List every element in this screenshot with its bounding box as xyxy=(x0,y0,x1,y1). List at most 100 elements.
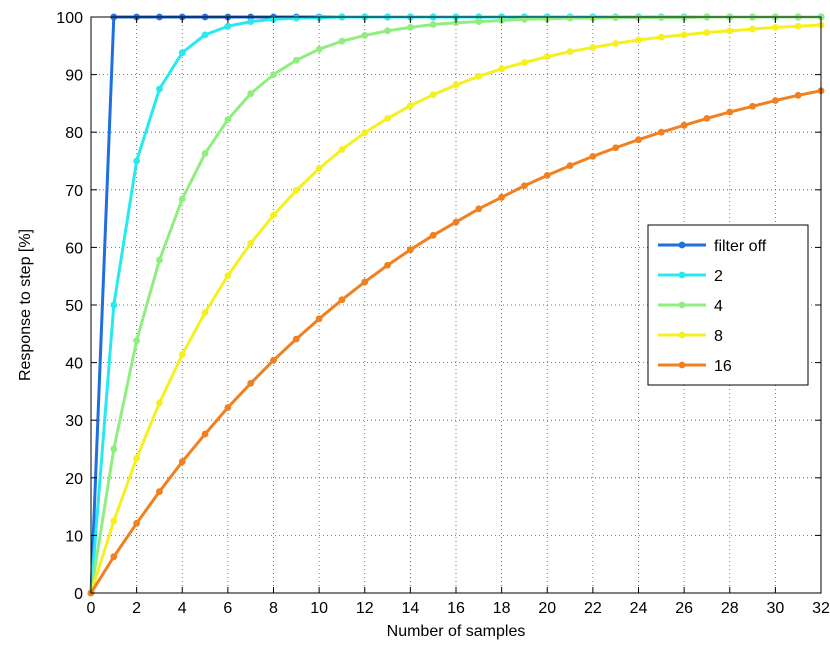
data-point xyxy=(156,488,163,496)
data-point xyxy=(452,81,460,89)
data-point xyxy=(110,445,118,453)
data-point xyxy=(635,36,642,44)
data-point xyxy=(247,239,255,247)
data-point xyxy=(794,22,802,30)
data-point xyxy=(201,309,209,316)
legend: filter off 2 4 8 16 xyxy=(647,224,809,386)
y-tick-label: 90 xyxy=(65,68,83,85)
legend-marker xyxy=(678,331,686,339)
data-point xyxy=(612,14,620,21)
data-point xyxy=(566,48,574,55)
data-point xyxy=(110,553,118,561)
data-point xyxy=(406,23,414,31)
data-point xyxy=(201,31,209,39)
x-tick-label: 26 xyxy=(675,600,693,617)
data-point xyxy=(429,231,437,239)
data-point xyxy=(680,121,688,129)
data-point xyxy=(794,91,802,99)
data-point xyxy=(338,146,346,153)
data-point xyxy=(384,27,391,35)
data-point xyxy=(475,18,483,26)
data-point xyxy=(247,379,255,387)
y-tick-label: 80 xyxy=(65,125,83,142)
data-point xyxy=(178,351,186,358)
x-tick-label: 4 xyxy=(178,600,187,617)
x-tick-label: 32 xyxy=(812,600,830,617)
data-point xyxy=(361,32,369,39)
data-point xyxy=(224,22,232,30)
data-point xyxy=(247,18,255,26)
data-point xyxy=(270,71,277,78)
legend-marker xyxy=(678,271,686,279)
data-point xyxy=(475,72,483,80)
x-tick-label: 22 xyxy=(584,600,602,617)
data-point xyxy=(338,296,346,304)
data-point xyxy=(315,165,323,172)
data-point xyxy=(406,246,414,254)
data-point xyxy=(270,211,277,219)
data-point xyxy=(771,23,779,31)
legend-label: filter off xyxy=(714,238,767,255)
data-point xyxy=(771,97,779,104)
data-point xyxy=(566,14,574,22)
y-tick-label: 20 xyxy=(65,471,83,488)
data-point xyxy=(657,14,665,21)
data-point xyxy=(133,157,141,165)
y-axis-label: Response to step [%] xyxy=(17,229,34,381)
data-point xyxy=(726,27,734,35)
x-tick-label: 8 xyxy=(269,600,278,617)
x-tick-label: 28 xyxy=(721,600,739,617)
data-point xyxy=(156,85,163,93)
data-point xyxy=(429,91,437,99)
data-point xyxy=(156,399,163,407)
data-point xyxy=(224,116,232,123)
legend-label: 16 xyxy=(714,358,732,375)
legend-label: 4 xyxy=(714,298,723,315)
data-point xyxy=(156,256,163,264)
legend-marker xyxy=(678,241,686,249)
data-point xyxy=(703,114,711,122)
data-point xyxy=(543,53,551,61)
data-point xyxy=(110,517,118,525)
data-point xyxy=(133,519,141,527)
data-point xyxy=(133,454,141,462)
legend-label: 8 xyxy=(714,328,723,345)
data-point xyxy=(292,335,300,343)
x-tick-label: 2 xyxy=(132,600,141,617)
x-tick-label: 10 xyxy=(310,600,328,617)
legend-label: 2 xyxy=(714,268,723,285)
data-point xyxy=(201,150,209,157)
data-point xyxy=(612,40,620,47)
data-point xyxy=(749,25,756,33)
data-point xyxy=(475,205,483,213)
x-tick-label: 20 xyxy=(538,600,556,617)
y-tick-label: 50 xyxy=(65,298,83,315)
data-point xyxy=(292,186,300,194)
data-point xyxy=(612,144,620,152)
data-point xyxy=(498,65,506,73)
data-point xyxy=(178,458,186,466)
data-point xyxy=(338,37,346,45)
x-tick-label: 30 xyxy=(766,600,784,617)
data-point xyxy=(224,404,232,411)
x-axis-label: Number of samples xyxy=(387,623,526,640)
y-tick-label: 0 xyxy=(74,586,83,603)
data-point xyxy=(110,301,118,309)
axis-ticks: 0 2 4 6 8 10 12 14 16 18 20 22 24 26 28 30 3201020304050… xyxy=(56,10,830,617)
data-point xyxy=(133,337,141,345)
x-tick-label: 6 xyxy=(223,600,232,617)
data-point xyxy=(270,356,277,364)
data-point xyxy=(178,195,186,203)
data-point xyxy=(315,45,323,53)
data-point xyxy=(315,315,323,323)
x-tick-label: 14 xyxy=(401,600,419,617)
data-point xyxy=(635,136,642,144)
y-tick-label: 60 xyxy=(65,240,83,257)
data-point xyxy=(384,261,391,269)
data-point xyxy=(543,172,551,179)
data-point xyxy=(384,114,391,122)
data-point xyxy=(498,193,506,201)
legend-marker xyxy=(678,301,686,309)
data-point xyxy=(452,218,460,226)
